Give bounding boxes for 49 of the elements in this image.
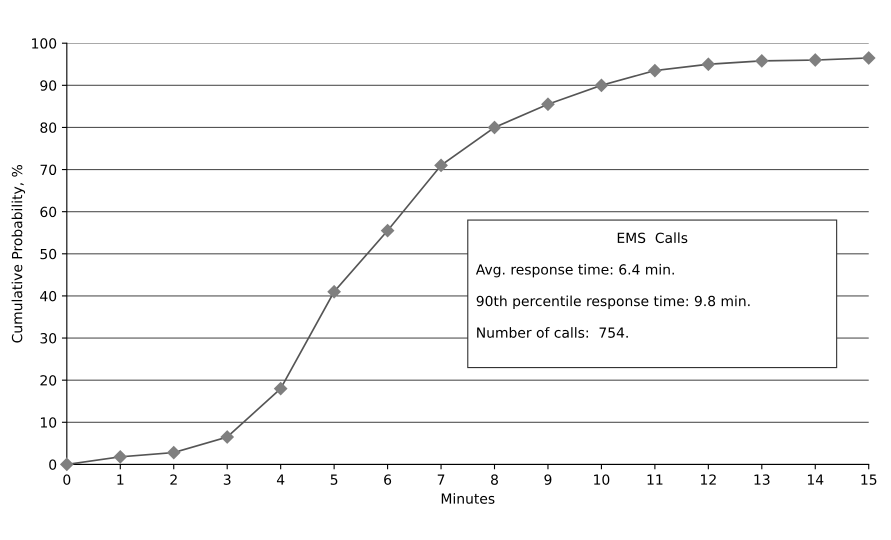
x-tick-label: 13	[754, 474, 770, 485]
point	[274, 382, 288, 396]
x-tick-label: 0	[63, 474, 70, 485]
x-tick-label: 11	[648, 474, 662, 485]
y-tick-label: 40	[40, 290, 56, 302]
x-tick-label: 3	[224, 474, 231, 485]
x-tick-label: 12	[701, 474, 716, 485]
y-tick-label: 70	[40, 164, 56, 176]
y-tick-label: 10	[40, 417, 56, 428]
x-tick-label: 14	[808, 474, 824, 485]
x-tick-label: 7	[438, 474, 444, 485]
point	[60, 458, 74, 471]
y-axis-title: Cumulative Probability, %	[12, 165, 26, 343]
point	[808, 53, 822, 67]
y-tick-label: 90	[40, 80, 56, 91]
point	[862, 51, 876, 65]
x-tick-label: 6	[384, 474, 392, 485]
annotation: Number of calls: 754.	[477, 327, 628, 338]
point	[328, 285, 341, 298]
point	[434, 158, 448, 172]
point	[594, 78, 608, 92]
annotation: 90th percentile response time: 9.8 min.	[476, 296, 750, 309]
point	[755, 54, 768, 68]
point	[541, 98, 555, 111]
x-tick-label: 2	[170, 474, 177, 485]
x-axis-title: Minutes	[442, 493, 494, 504]
annotation: Avg. response time: 6.4 min.	[476, 264, 674, 278]
point	[488, 120, 502, 134]
y-tick-label: 0	[49, 459, 56, 470]
point	[220, 430, 234, 444]
x-tick-label: 5	[330, 474, 338, 485]
y-tick-label: 20	[40, 375, 56, 386]
x-tick-label: 8	[491, 474, 498, 485]
x-tick-label: 9	[544, 474, 552, 485]
point	[702, 58, 715, 71]
x-tick-label: 15	[861, 474, 876, 485]
y-tick-label: 60	[40, 206, 56, 218]
x-tick-label: 10	[594, 474, 610, 485]
point	[167, 446, 180, 460]
point	[114, 450, 127, 464]
y-tick-label: 30	[40, 333, 56, 344]
y-tick-label: 80	[40, 122, 56, 133]
x-tick-label: 4	[276, 474, 284, 485]
annotation: EMS Calls	[618, 232, 688, 244]
point	[380, 224, 394, 238]
y-tick-label: 50	[40, 248, 56, 260]
y-tick-label: 100	[32, 38, 56, 49]
x-tick-label: 1	[117, 474, 124, 485]
point	[648, 64, 662, 78]
